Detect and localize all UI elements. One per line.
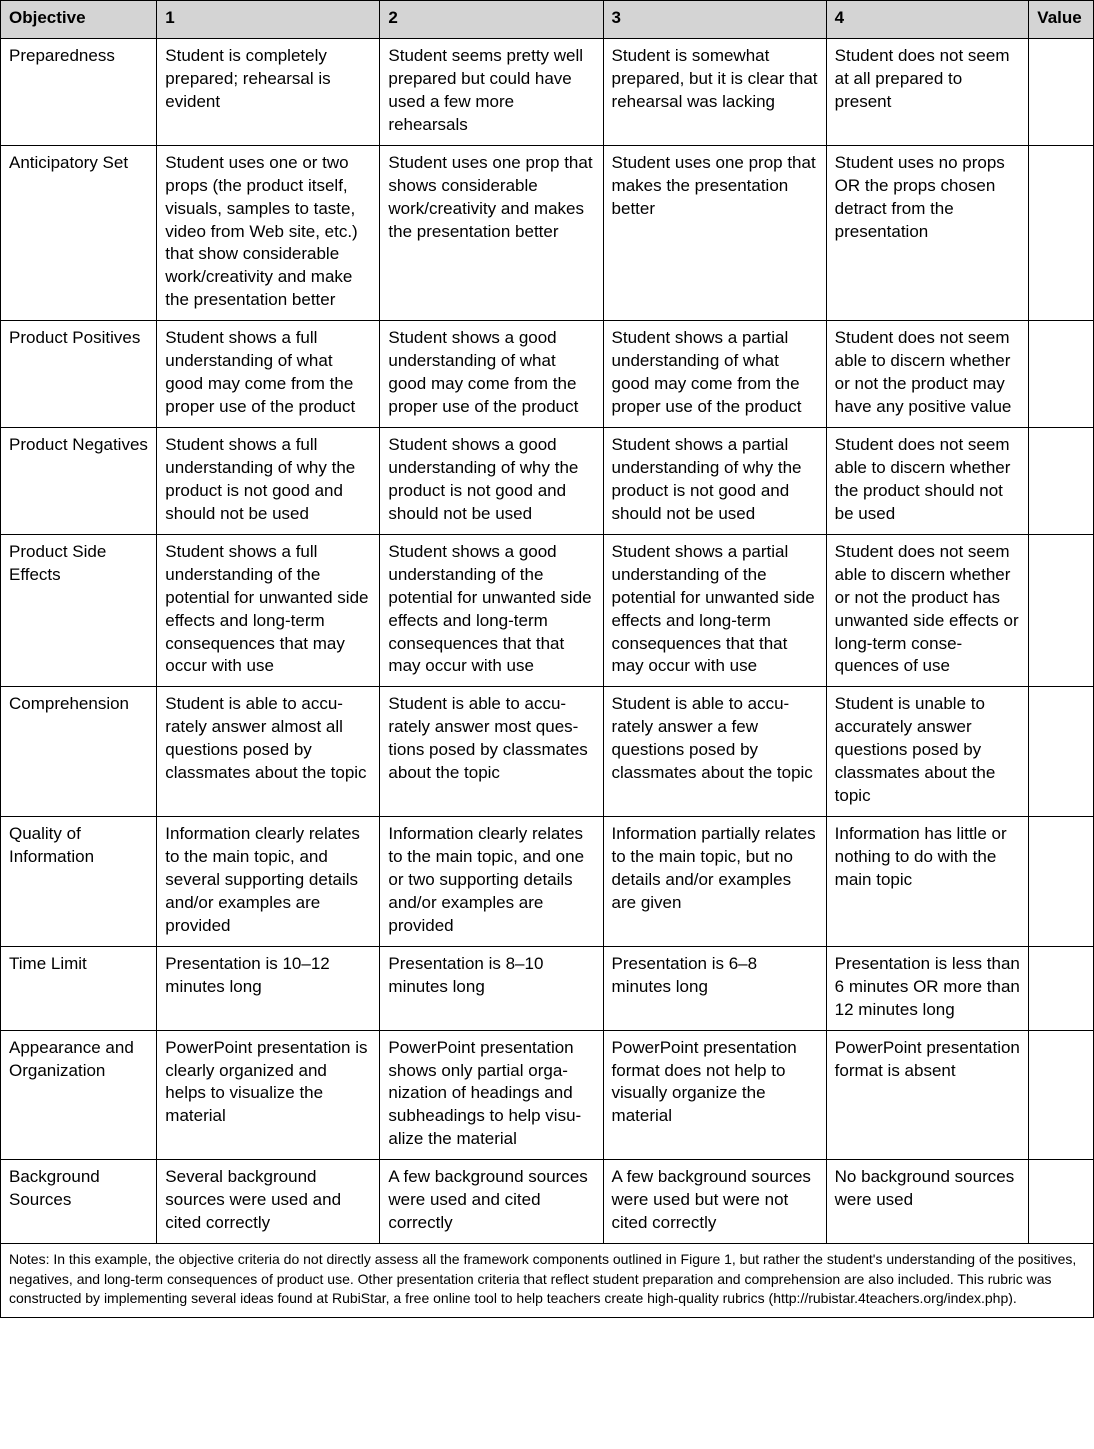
header-value: Value: [1029, 1, 1094, 39]
cell-level-2: Student is able to accu­rately answer mo…: [380, 687, 603, 817]
cell-level-3: Information partially relates to the mai…: [603, 817, 826, 947]
table-row: Appearance and OrganizationPowerPoint pr…: [1, 1030, 1094, 1160]
cell-objective: Comprehension: [1, 687, 157, 817]
rubric-table: Objective 1 2 3 4 Value PreparednessStud…: [0, 0, 1094, 1244]
cell-level-4: Student uses no props OR the props chose…: [826, 145, 1029, 321]
cell-level-4: Student is unable to accurately answer q…: [826, 687, 1029, 817]
cell-value: [1029, 687, 1094, 817]
cell-level-2: Student seems pretty well prepared but c…: [380, 38, 603, 145]
cell-level-1: Presentation is 10–12 minutes long: [157, 946, 380, 1030]
cell-level-1: Student uses one or two props (the produ…: [157, 145, 380, 321]
cell-level-3: Student shows a partial understanding of…: [603, 534, 826, 687]
rubric-notes: Notes: In this example, the objective cr…: [0, 1244, 1094, 1318]
cell-value: [1029, 817, 1094, 947]
cell-level-2: Presentation is 8–10 minutes long: [380, 946, 603, 1030]
cell-level-1: Student shows a full understanding of th…: [157, 534, 380, 687]
cell-value: [1029, 145, 1094, 321]
table-row: Background SourcesSeveral background sou…: [1, 1160, 1094, 1244]
cell-objective: Time Limit: [1, 946, 157, 1030]
cell-level-1: Information clearly relates to the main …: [157, 817, 380, 947]
cell-level-2: A few background sources were used and c…: [380, 1160, 603, 1244]
cell-level-3: Student shows a partial understanding of…: [603, 428, 826, 535]
cell-objective: Product Positives: [1, 321, 157, 428]
table-row: Product PositivesStudent shows a full un…: [1, 321, 1094, 428]
cell-objective: Quality of Information: [1, 817, 157, 947]
table-row: Quality of InformationInformation clearl…: [1, 817, 1094, 947]
header-row: Objective 1 2 3 4 Value: [1, 1, 1094, 39]
cell-objective: Anticipatory Set: [1, 145, 157, 321]
cell-value: [1029, 321, 1094, 428]
cell-level-1: Student is able to accu­rately answer al…: [157, 687, 380, 817]
cell-objective: Appearance and Organization: [1, 1030, 157, 1160]
cell-level-2: Information clearly relates to the main …: [380, 817, 603, 947]
cell-objective: Product Side Effects: [1, 534, 157, 687]
cell-level-2: PowerPoint presentation shows only parti…: [380, 1030, 603, 1160]
cell-value: [1029, 1030, 1094, 1160]
cell-level-4: Student does not seem at all prepared to…: [826, 38, 1029, 145]
cell-level-4: Student does not seem able to discern wh…: [826, 534, 1029, 687]
cell-level-4: PowerPoint presentation format is absent: [826, 1030, 1029, 1160]
cell-level-4: Presentation is less than 6 minutes OR m…: [826, 946, 1029, 1030]
cell-level-3: Student uses one prop that makes the pre…: [603, 145, 826, 321]
table-row: ComprehensionStudent is able to accu­rat…: [1, 687, 1094, 817]
cell-level-3: Presentation is 6–8 minutes long: [603, 946, 826, 1030]
cell-level-2: Student shows a good understanding of th…: [380, 534, 603, 687]
cell-level-3: Student shows a partial understanding of…: [603, 321, 826, 428]
cell-objective: Background Sources: [1, 1160, 157, 1244]
cell-level-4: No background sources were used: [826, 1160, 1029, 1244]
cell-value: [1029, 428, 1094, 535]
cell-level-3: PowerPoint presenta­tion format does not…: [603, 1030, 826, 1160]
rubric-table-body: PreparednessStudent is completely prepar…: [1, 38, 1094, 1243]
cell-level-3: Student is somewhat prepared, but it is …: [603, 38, 826, 145]
header-col-3: 3: [603, 1, 826, 39]
cell-level-1: Several background sources were used and…: [157, 1160, 380, 1244]
table-row: Time LimitPresentation is 10–12 minutes …: [1, 946, 1094, 1030]
table-row: Anticipatory SetStudent uses one or two …: [1, 145, 1094, 321]
cell-level-1: PowerPoint presenta­tion is clearly orga…: [157, 1030, 380, 1160]
cell-level-2: Student shows a good understanding of wh…: [380, 428, 603, 535]
cell-objective: Product Negatives: [1, 428, 157, 535]
header-objective: Objective: [1, 1, 157, 39]
header-col-1: 1: [157, 1, 380, 39]
cell-value: [1029, 1160, 1094, 1244]
table-row: PreparednessStudent is completely prepar…: [1, 38, 1094, 145]
header-col-2: 2: [380, 1, 603, 39]
cell-level-1: Student shows a full understanding of wh…: [157, 428, 380, 535]
cell-level-2: Student uses one prop that shows conside…: [380, 145, 603, 321]
cell-level-4: Information has little or nothing to do …: [826, 817, 1029, 947]
cell-level-3: Student is able to accu­rately answer a …: [603, 687, 826, 817]
cell-level-4: Student does not seem able to discern wh…: [826, 321, 1029, 428]
cell-level-3: A few background sources were used but w…: [603, 1160, 826, 1244]
table-row: Product Side EffectsStudent shows a full…: [1, 534, 1094, 687]
rubric-table-head: Objective 1 2 3 4 Value: [1, 1, 1094, 39]
cell-value: [1029, 38, 1094, 145]
cell-level-1: Student shows a full understanding of wh…: [157, 321, 380, 428]
header-col-4: 4: [826, 1, 1029, 39]
cell-level-2: Student shows a good understanding of wh…: [380, 321, 603, 428]
cell-objective: Preparedness: [1, 38, 157, 145]
table-row: Product NegativesStudent shows a full un…: [1, 428, 1094, 535]
cell-level-4: Student does not seem able to discern wh…: [826, 428, 1029, 535]
cell-value: [1029, 946, 1094, 1030]
cell-value: [1029, 534, 1094, 687]
cell-level-1: Student is completely prepared; rehearsa…: [157, 38, 380, 145]
